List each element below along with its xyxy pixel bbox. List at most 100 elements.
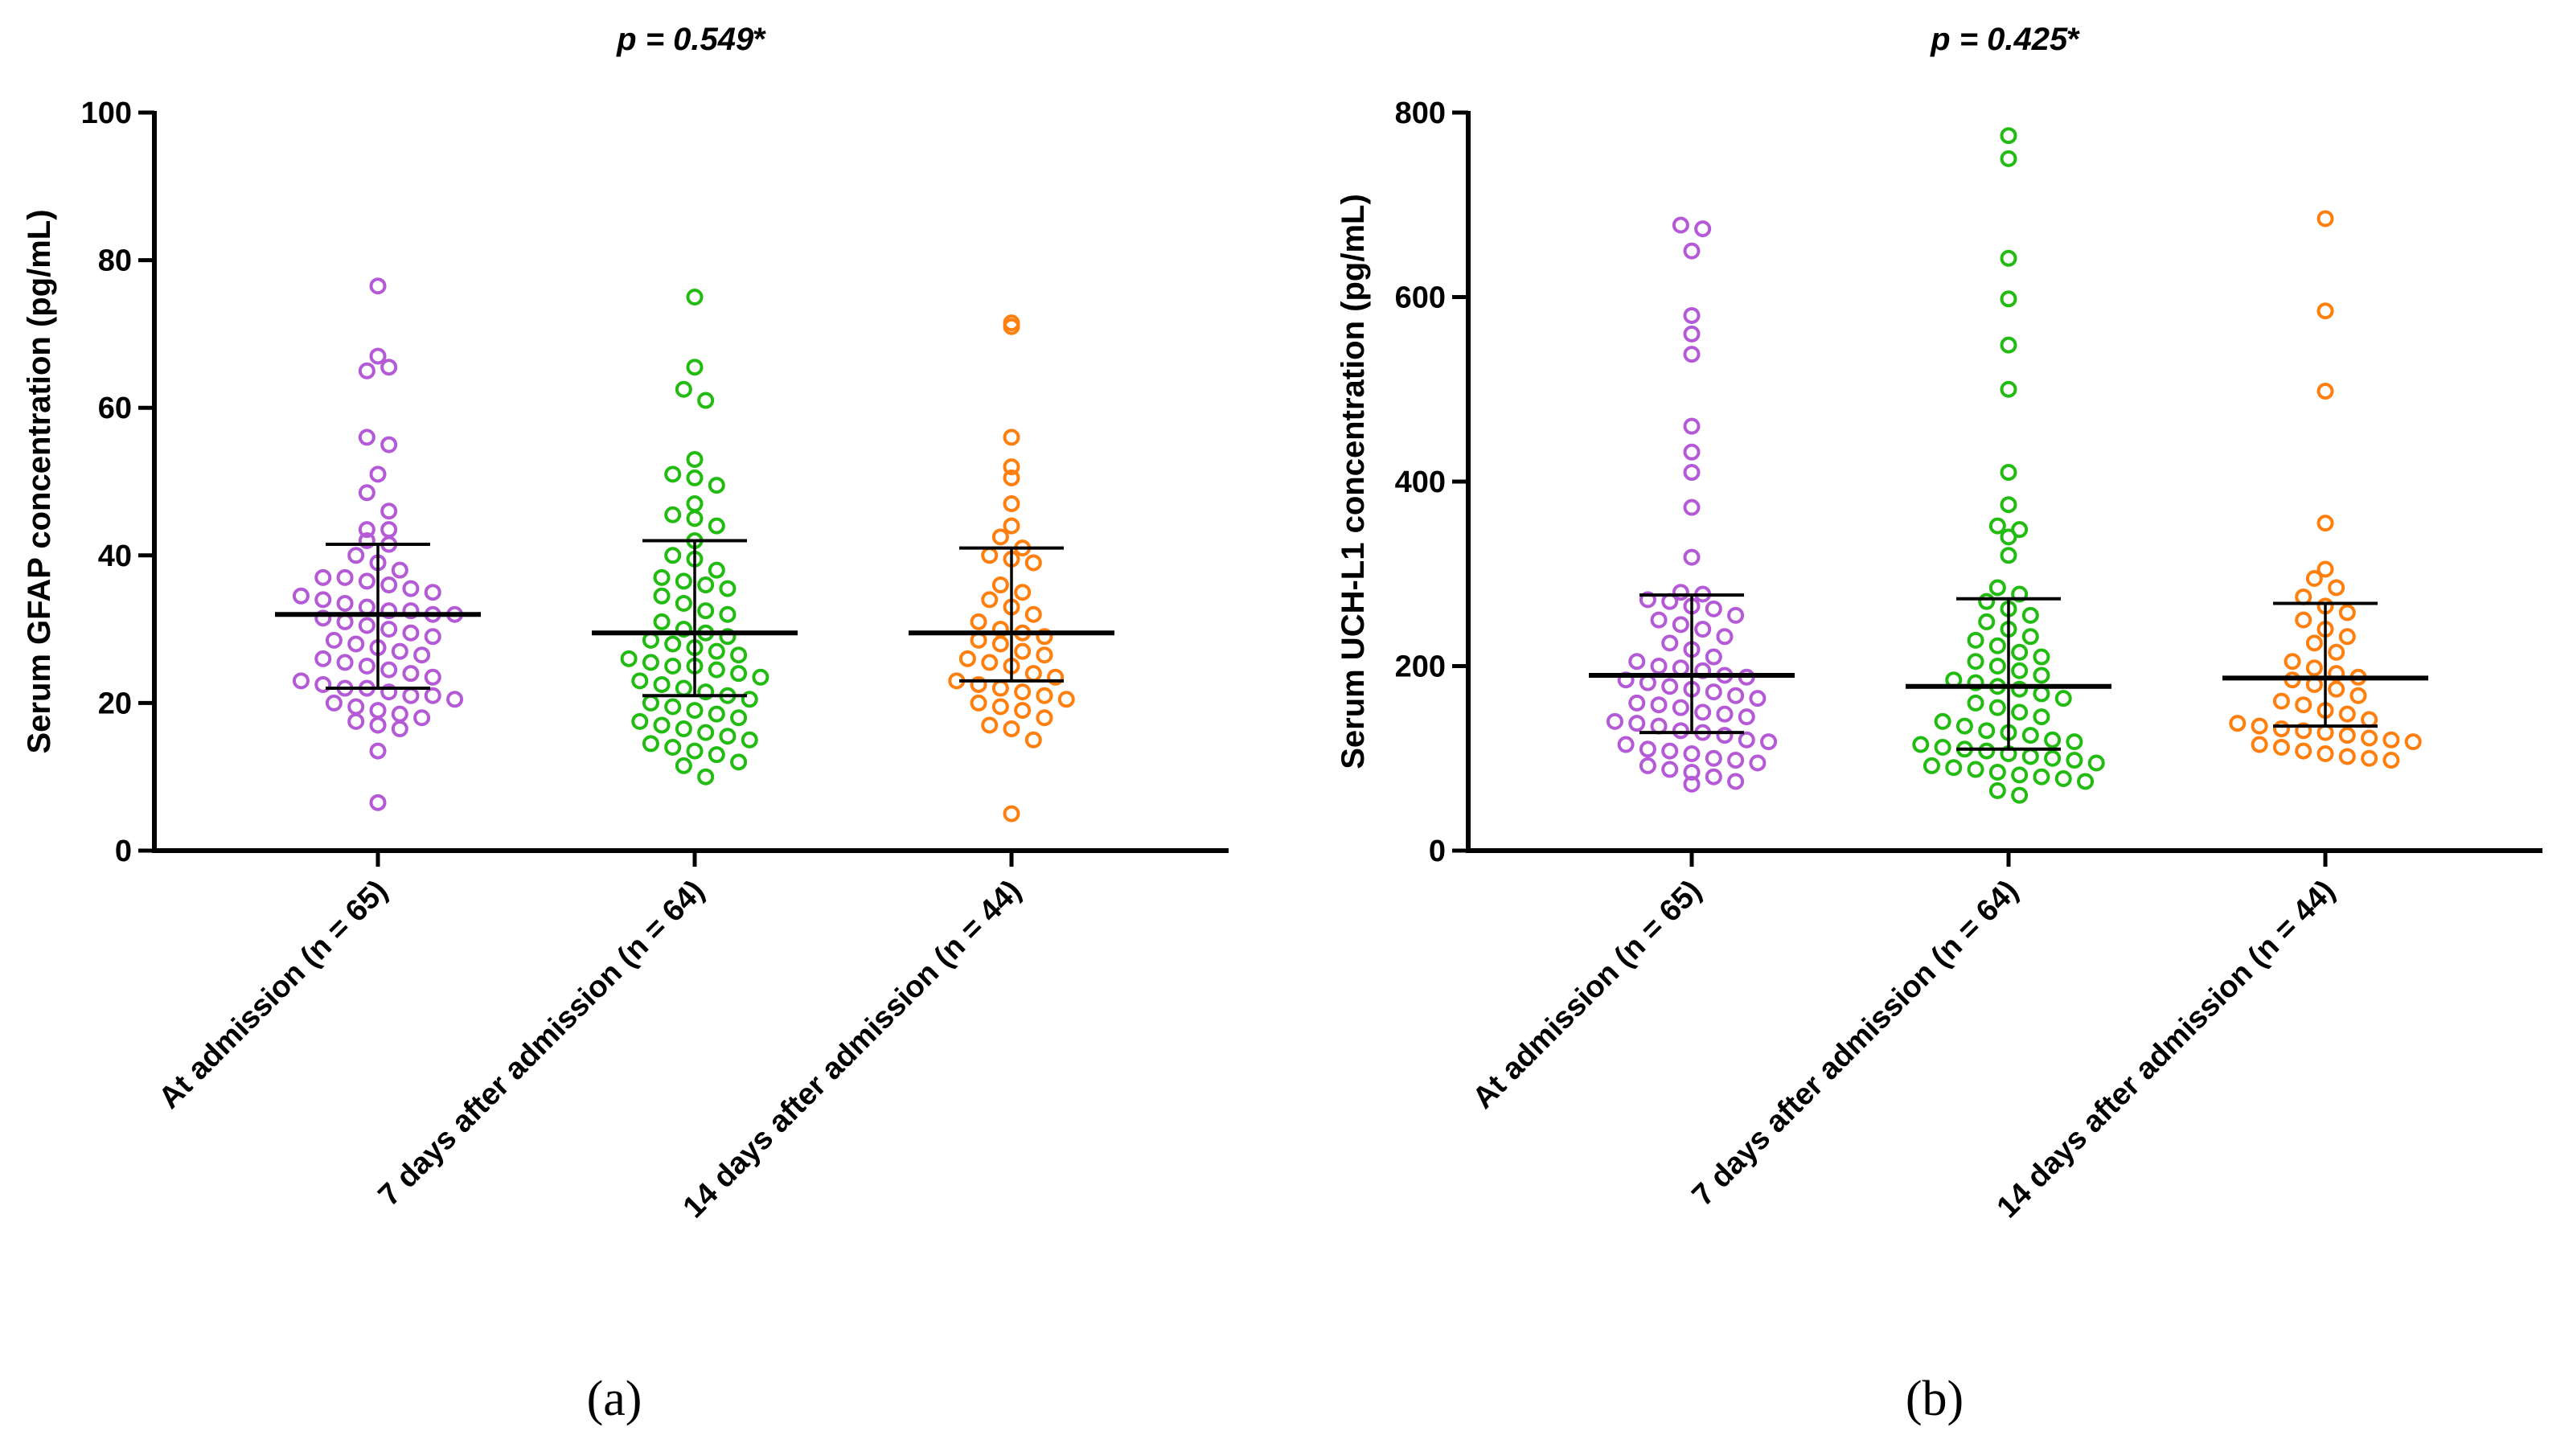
data-point xyxy=(2361,711,2378,728)
data-point xyxy=(675,594,692,612)
data-point xyxy=(730,753,748,771)
data-point xyxy=(1727,687,1745,704)
data-point xyxy=(653,587,671,605)
data-point xyxy=(2295,611,2312,629)
series-group xyxy=(2222,210,2428,769)
data-point xyxy=(424,687,441,704)
data-point xyxy=(1639,757,1656,774)
y-tick-label: 800 xyxy=(1395,96,1446,130)
data-point xyxy=(1628,694,1646,712)
data-point xyxy=(2011,662,2029,679)
data-point xyxy=(1978,613,1996,630)
data-point xyxy=(2033,648,2050,666)
data-point xyxy=(653,613,671,630)
data-point xyxy=(358,658,375,675)
data-point xyxy=(380,576,398,594)
panel-label: (a) xyxy=(587,1372,642,1426)
data-point xyxy=(1661,634,1679,652)
data-point xyxy=(1047,668,1065,686)
panel-b: p = 0.425* 0 200 400 600 800 Serum UCH-L1 conc… xyxy=(1336,22,2542,1426)
data-point xyxy=(2000,150,2017,167)
data-point xyxy=(1003,495,1020,513)
data-point xyxy=(675,380,692,398)
data-point xyxy=(2338,628,2356,646)
data-point xyxy=(369,466,387,483)
data-point xyxy=(314,650,332,667)
data-point xyxy=(2338,748,2356,765)
data-point xyxy=(2077,773,2095,790)
data-point xyxy=(752,668,769,686)
data-point xyxy=(1967,694,1984,712)
data-point xyxy=(1988,658,2006,675)
data-point xyxy=(1003,469,1020,486)
data-point xyxy=(1014,702,1032,720)
data-point xyxy=(1639,740,1656,758)
data-point xyxy=(1683,498,1701,516)
data-point xyxy=(2272,692,2290,710)
data-point xyxy=(697,768,715,785)
data-point xyxy=(2033,708,2050,726)
data-point xyxy=(1988,763,2006,781)
data-point xyxy=(664,547,682,564)
data-point xyxy=(314,591,332,609)
x-tick-label: 14 days after admission (n = 44) xyxy=(1991,874,2342,1225)
data-point xyxy=(1749,690,1767,707)
data-point xyxy=(2349,687,2367,704)
data-point xyxy=(675,621,692,638)
data-point xyxy=(347,635,365,653)
data-point xyxy=(686,510,704,527)
data-point xyxy=(336,613,354,630)
data-point xyxy=(741,731,758,749)
data-point xyxy=(970,613,987,630)
data-point xyxy=(1945,759,1963,777)
data-point xyxy=(358,598,375,616)
data-point xyxy=(380,602,398,620)
data-point xyxy=(358,617,375,634)
y-tick-label: 0 xyxy=(1429,835,1446,868)
data-point xyxy=(2000,464,2017,482)
data-point xyxy=(1727,606,1745,624)
data-point xyxy=(2328,579,2345,597)
data-point xyxy=(664,635,682,653)
data-point xyxy=(424,668,441,686)
data-point xyxy=(1036,687,1053,704)
data-point xyxy=(380,359,398,376)
data-point xyxy=(2251,736,2268,753)
data-point xyxy=(1978,593,1996,610)
data-point xyxy=(2054,690,2072,707)
data-point xyxy=(642,654,659,671)
y-tick-label: 80 xyxy=(98,244,132,278)
data-point xyxy=(1988,517,2006,535)
data-point xyxy=(1014,642,1032,660)
data-point xyxy=(358,429,375,446)
data-point xyxy=(325,631,343,649)
data-point xyxy=(1036,646,1053,664)
data-point xyxy=(1716,628,1734,646)
data-point xyxy=(369,347,387,365)
data-point xyxy=(2305,569,2323,587)
data-point xyxy=(686,450,704,468)
data-point xyxy=(2021,727,2039,744)
data-point xyxy=(2011,766,2029,784)
data-point xyxy=(1683,464,1701,482)
data-point xyxy=(358,572,375,590)
data-point xyxy=(1705,683,1722,701)
data-point xyxy=(380,521,398,539)
data-point xyxy=(1024,665,1042,683)
data-point xyxy=(981,654,999,671)
y-tick-label: 200 xyxy=(1395,650,1446,684)
data-point xyxy=(1628,715,1646,732)
y-tick-label: 60 xyxy=(98,392,132,425)
title-prefix: p = xyxy=(616,22,673,57)
data-point xyxy=(1024,731,1042,749)
data-point xyxy=(675,757,692,774)
data-point xyxy=(413,709,431,727)
data-point xyxy=(642,735,659,753)
y-tick-label: 600 xyxy=(1395,281,1446,315)
data-point xyxy=(991,576,1009,594)
data-point xyxy=(2011,585,2029,603)
data-point xyxy=(2229,715,2247,732)
y-axis-label: Serum UCH-L1 concentration (pg/mL) xyxy=(1336,194,1371,769)
data-point xyxy=(1683,548,1701,566)
